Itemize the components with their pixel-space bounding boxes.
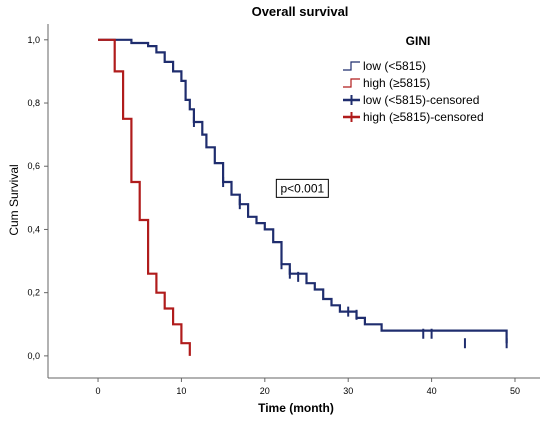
- annotation-box: [275, 178, 329, 198]
- y-tick-label: 0,2: [27, 288, 40, 298]
- chart-title: Overall survival: [252, 4, 349, 19]
- x-tick-label: 10: [176, 386, 186, 396]
- x-tick-label: 20: [260, 386, 270, 396]
- x-tick-label: 50: [510, 386, 520, 396]
- y-tick-label: 0,4: [27, 224, 40, 234]
- legend-label: low (<5815)-censored: [363, 93, 479, 107]
- x-ticks: 0 10 20 30 40 50: [96, 378, 520, 396]
- x-tick-label: 40: [427, 386, 437, 396]
- legend-swatch-low: [343, 61, 360, 71]
- legend-label: high (≥5815)-censored: [363, 110, 484, 124]
- legend-entries: low (<5815) high (≥5815) low (<5815)-censo…: [343, 59, 484, 124]
- legend-swatch-high: [343, 78, 360, 88]
- annotation-layer: p<0.001: [275, 178, 329, 198]
- legend: GINI low (<5815) high (≥5815) low (<5815)-…: [343, 34, 484, 124]
- series-line-high: [98, 38, 191, 356]
- y-tick-label: 0,8: [27, 98, 40, 108]
- legend-label: low (<5815): [363, 59, 426, 73]
- x-axis-label: Time (month): [258, 401, 334, 415]
- y-tick-label: 0,0: [27, 351, 40, 361]
- x-tick-label: 30: [343, 386, 353, 396]
- x-tick-label: 0: [96, 386, 101, 396]
- y-axis-label: Cum Survival: [7, 164, 21, 235]
- y-tick-label: 1,0: [27, 35, 40, 45]
- y-ticks: 0,0 0,2 0,4 0,6 0,8 1,0: [27, 35, 48, 361]
- annotation-text: p<0.001: [280, 181, 324, 195]
- legend-title: GINI: [406, 34, 431, 48]
- series-layer: [98, 38, 508, 356]
- y-tick-label: 0,6: [27, 161, 40, 171]
- legend-label: high (≥5815): [363, 76, 430, 90]
